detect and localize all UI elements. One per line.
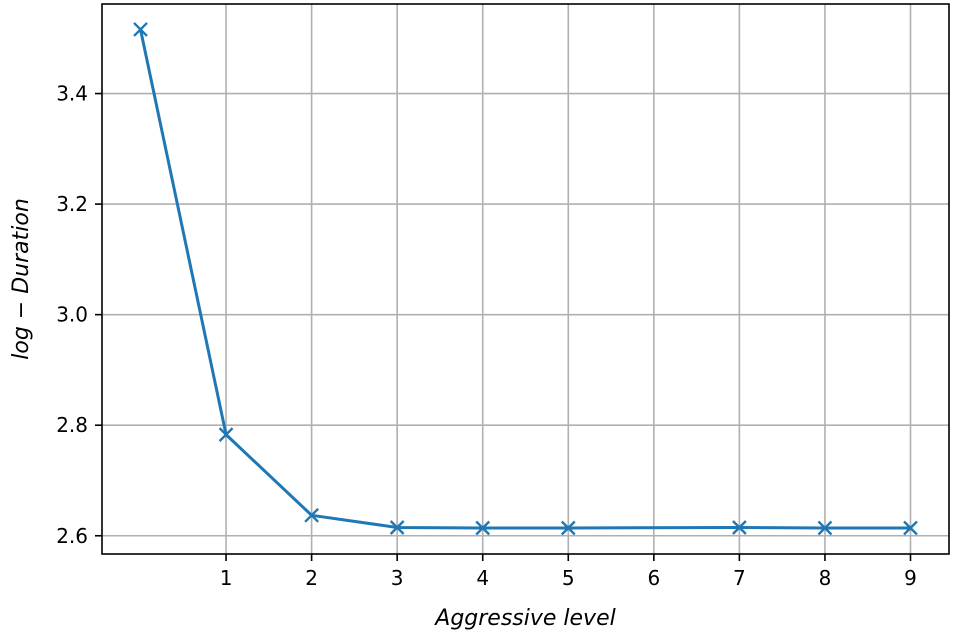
x-tick-label: 5 — [562, 566, 575, 590]
series-line — [139, 29, 911, 530]
x-tick-label: 4 — [476, 566, 489, 590]
data-point — [732, 520, 747, 535]
data-point — [817, 520, 833, 536]
y-tick-label: 2.8 — [56, 413, 88, 437]
data-point — [218, 427, 234, 442]
data-point — [389, 520, 405, 535]
x-tick-label: 7 — [733, 566, 746, 590]
data-point-marker — [475, 520, 491, 536]
axis-ticks: 1 2 3 4 5 6 7 8 9 2.6 2.8 3.0 3.2 3.4 — [56, 82, 917, 590]
plot-frame — [101, 3, 950, 555]
data-point-marker — [133, 22, 148, 37]
x-axis-label: Aggressive level — [433, 606, 615, 631]
data-point — [560, 520, 576, 536]
data-point — [133, 22, 148, 37]
data-point — [475, 520, 491, 536]
x-tick-label: 2 — [305, 566, 318, 590]
data-point-marker — [903, 520, 918, 536]
y-tick-label: 3.0 — [56, 303, 88, 327]
x-tick-label: 6 — [647, 566, 660, 590]
series — [133, 22, 918, 536]
x-tick-label: 3 — [391, 566, 404, 590]
x-tick-label: 8 — [819, 566, 832, 590]
data-point-marker — [218, 427, 234, 442]
y-axis-label: log − Duration — [9, 198, 34, 360]
y-tick-label: 3.2 — [56, 192, 88, 216]
data-point — [903, 520, 918, 536]
x-tick-label: 1 — [220, 566, 233, 590]
data-point-marker — [304, 507, 319, 523]
data-point-marker — [732, 520, 747, 535]
y-tick-label: 3.4 — [56, 82, 88, 106]
grid — [102, 4, 949, 554]
data-point-marker — [389, 520, 405, 535]
y-tick-label: 2.6 — [56, 524, 88, 548]
x-tick-label: 9 — [904, 566, 917, 590]
data-point — [304, 507, 319, 523]
data-point-marker — [560, 520, 576, 536]
data-point-marker — [817, 520, 833, 536]
